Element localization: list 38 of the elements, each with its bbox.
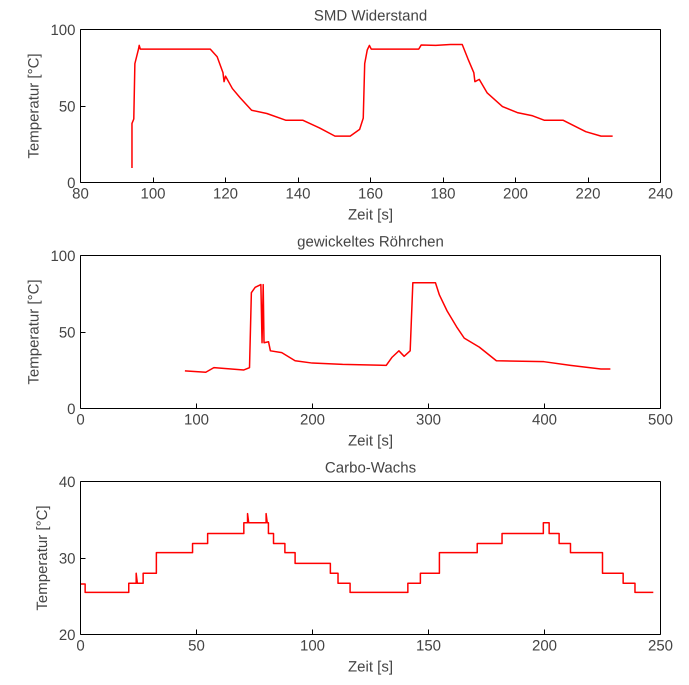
x-tick-label: 400 bbox=[532, 412, 558, 428]
x-axis-title: Zeit [s] bbox=[348, 206, 394, 224]
x-tick-label: 100 bbox=[184, 412, 210, 428]
x-tick-label: 240 bbox=[648, 186, 674, 202]
y-tick-label: 20 bbox=[58, 627, 76, 644]
x-tick-label: 180 bbox=[430, 186, 456, 202]
x-tick-label: 250 bbox=[648, 638, 674, 654]
x-tick-label: 220 bbox=[575, 186, 601, 202]
x-tick-label: 200 bbox=[532, 638, 558, 654]
x-tick-label: 100 bbox=[140, 186, 166, 202]
x-tick-label: 200 bbox=[502, 186, 528, 202]
x-tick-label: 500 bbox=[648, 412, 674, 428]
y-axis-title: Temperatur [°C] bbox=[25, 279, 42, 385]
x-axis-title: Zeit [s] bbox=[348, 658, 394, 676]
y-tick-label: 0 bbox=[67, 401, 76, 418]
y-tick-label: 100 bbox=[50, 248, 76, 265]
y-tick-label: 40 bbox=[58, 474, 76, 491]
line-series bbox=[80, 512, 654, 594]
x-tick-label: 300 bbox=[416, 412, 442, 428]
chart-title: gewickeltes Röhrchen bbox=[297, 234, 444, 250]
y-tick-label: 100 bbox=[50, 22, 76, 39]
x-tick-label: 100 bbox=[300, 638, 326, 654]
y-tick-label: 30 bbox=[58, 550, 76, 568]
line-series bbox=[131, 44, 614, 169]
x-tick-label: 200 bbox=[300, 412, 326, 428]
y-tick-label: 50 bbox=[58, 324, 76, 342]
chart-title: SMD Widerstand bbox=[314, 8, 428, 24]
y-axis-title: Temperatur [°C] bbox=[34, 505, 51, 611]
line-series bbox=[184, 282, 612, 373]
x-tick-label: 50 bbox=[188, 638, 205, 654]
chart-title: Carbo-Wachs bbox=[324, 460, 416, 476]
x-tick-label: 140 bbox=[285, 186, 311, 202]
x-tick-label: 160 bbox=[358, 186, 384, 202]
x-tick-label: 120 bbox=[212, 186, 238, 202]
x-axis-title: Zeit [s] bbox=[348, 432, 394, 450]
y-tick-label: 50 bbox=[58, 98, 76, 116]
y-axis-title: Temperatur [°C] bbox=[25, 53, 42, 159]
x-tick-label: 150 bbox=[416, 638, 442, 654]
